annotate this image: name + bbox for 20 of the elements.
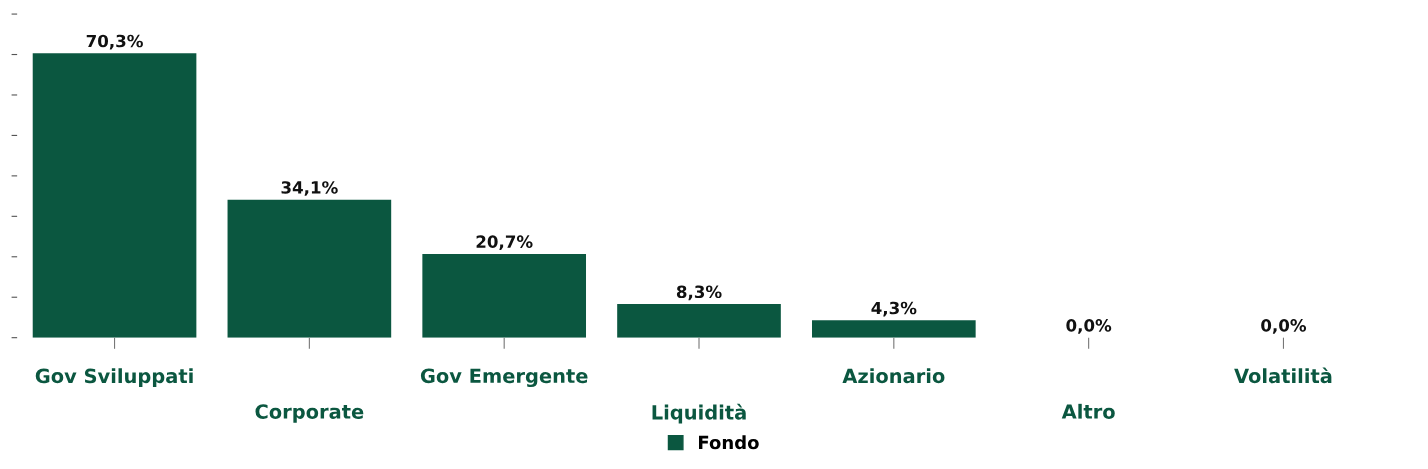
data-label: 4,3% — [871, 301, 917, 317]
x-tick-label: Corporate — [255, 404, 364, 423]
x-tick-label: Altro — [1061, 403, 1115, 419]
data-label: 8,3% — [676, 285, 722, 301]
data-label: 0,0% — [1066, 319, 1112, 334]
data-label: 34,1% — [281, 181, 338, 196]
bar — [422, 253, 587, 338]
bar — [32, 53, 197, 338]
data-label: 70,3% — [86, 34, 143, 50]
bar — [812, 320, 976, 338]
data-label: 0,0% — [1261, 319, 1307, 334]
x-tick-label: Azionario — [842, 368, 945, 384]
x-tick-label: Gov Sviluppati — [35, 368, 193, 388]
x-tick-label: Liquidità — [652, 403, 746, 424]
bar — [617, 304, 781, 338]
data-label: 20,7% — [476, 235, 533, 251]
x-tick-label: Volatilità — [1234, 367, 1332, 384]
x-tick-label: Gov Emergente — [420, 368, 588, 388]
legend-label: Fondo — [699, 435, 759, 450]
bar — [227, 199, 392, 338]
